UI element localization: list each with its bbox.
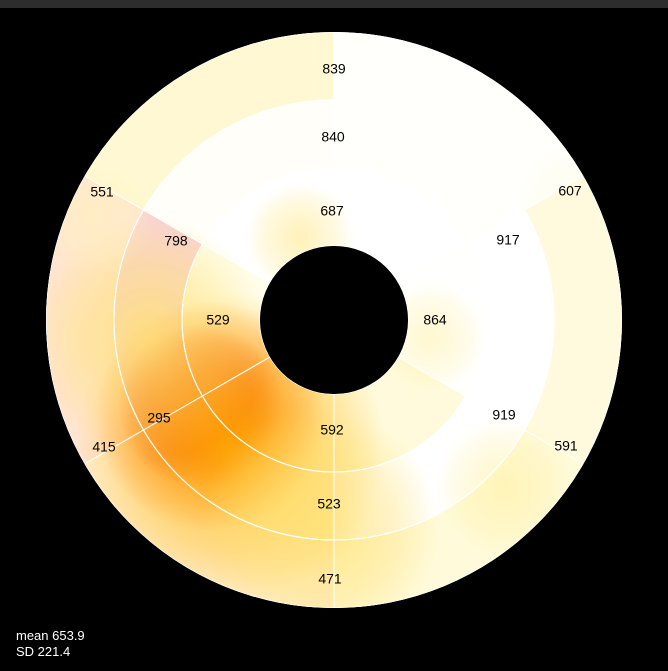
sector-value: 471 xyxy=(318,571,342,587)
sector-value: 523 xyxy=(317,496,341,512)
polar-heatmap: 864 592 529 687 917 919 523 295 798 840 607 591 471 4… xyxy=(0,8,668,671)
sector-value: 687 xyxy=(320,203,344,219)
window-top-strip xyxy=(0,0,668,8)
sector-value: 919 xyxy=(492,407,516,423)
sector-value: 592 xyxy=(320,422,344,438)
sector-value: 529 xyxy=(206,312,230,328)
sector-value: 798 xyxy=(164,233,188,249)
sector-value: 591 xyxy=(554,438,578,454)
sector-value: 415 xyxy=(92,439,116,455)
sector-value: 917 xyxy=(496,232,520,248)
sector-value: 607 xyxy=(558,183,582,199)
sector-value: 839 xyxy=(322,61,346,77)
sector-value: 295 xyxy=(147,410,171,426)
sector-value: 864 xyxy=(423,312,447,328)
sector-value: 840 xyxy=(321,129,345,145)
sector-value: 551 xyxy=(90,184,114,200)
chart-stage: 864 592 529 687 917 919 523 295 798 840 607 591 471 4… xyxy=(0,8,668,671)
center-hole xyxy=(260,246,408,394)
stat-mean: mean 653.9 xyxy=(16,628,85,643)
stat-sd: SD 221.4 xyxy=(16,644,70,659)
